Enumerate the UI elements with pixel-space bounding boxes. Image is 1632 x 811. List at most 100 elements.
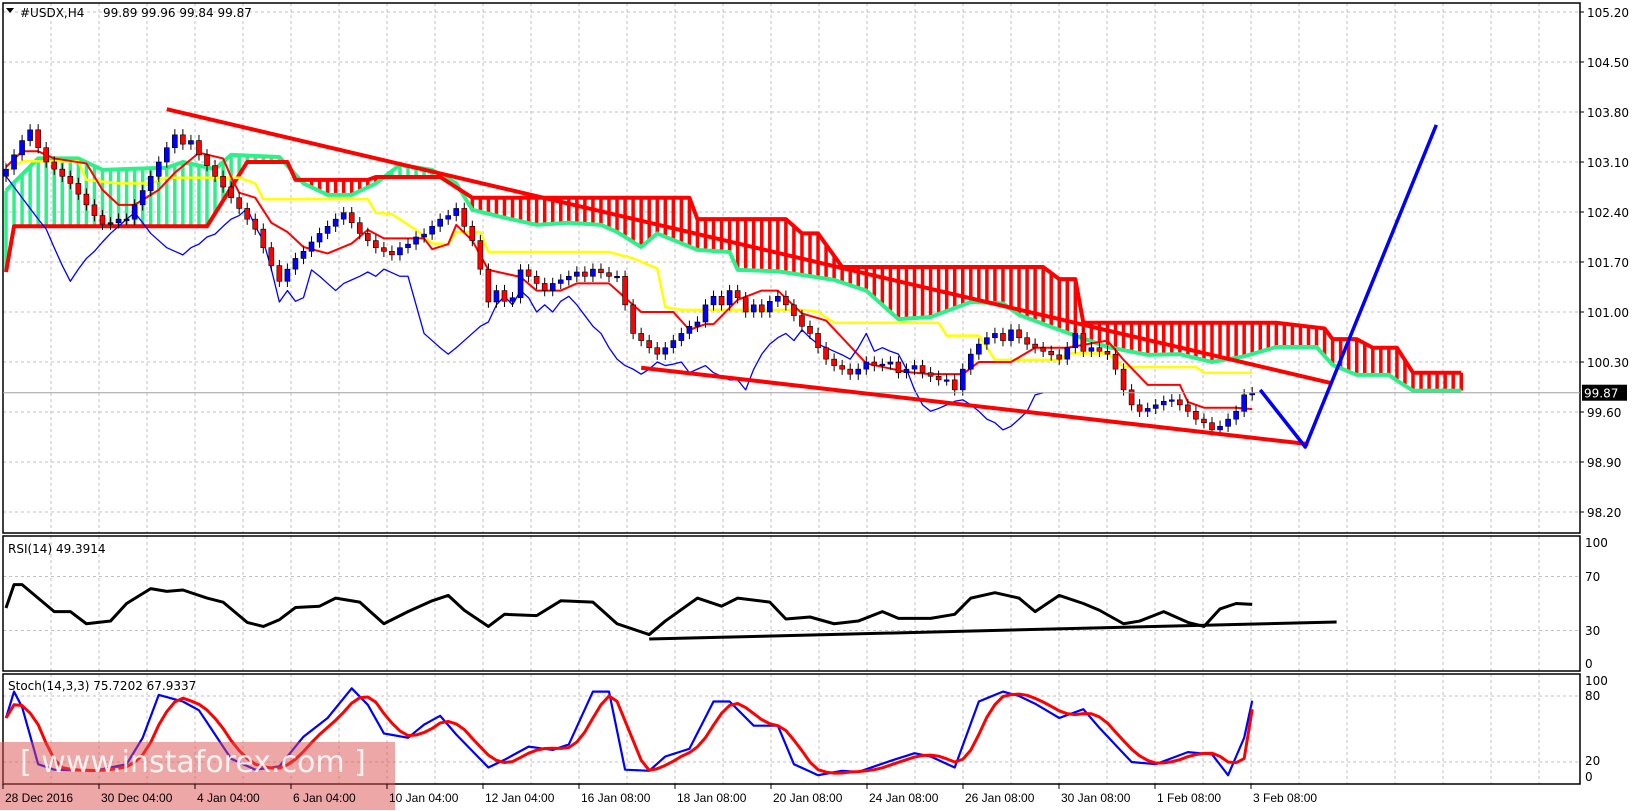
stoch-tick-label: 0 [1585,770,1593,784]
candle-body [686,325,693,334]
candle-body [783,295,789,306]
candle-body [324,225,331,234]
time-tick-label: 3 Feb 08:00 [1253,791,1317,805]
candle-body [1112,353,1119,370]
candle-body [1169,399,1175,402]
time-tick-label: 18 Jan 08:00 [677,791,747,805]
candle-body [1209,422,1215,431]
candle-body [1201,418,1207,424]
time-tick-label: 12 Jan 04:00 [485,791,555,805]
candle-body [1241,394,1247,412]
tenkan-sen-line [5,150,1253,411]
stoch-label: Stoch(14,3,3) 75.7202 67.9337 [8,679,196,693]
candle-body [1120,368,1127,391]
candle-body [1024,337,1030,345]
candle-body [831,358,837,366]
indicator-lines [4,150,1337,777]
candle-body [1080,333,1087,352]
candle-body [935,375,942,381]
candle-body [895,361,902,374]
candle-body [533,275,540,284]
candle-body [799,315,805,327]
candle-body [992,333,998,339]
candle-body [43,147,50,163]
axes: 105.20 104.50 103.80 103.10 102.40 101.70 101.… [2,6,1629,805]
rsi-label: RSI(14) 49.3914 [8,542,106,556]
stoch-d-line [4,692,1254,775]
price-tick-label: 103.80 [1587,106,1629,120]
rsi-tick-label: 70 [1585,570,1600,584]
trendline [640,365,1309,447]
candle-body [984,337,990,345]
candle-body [107,222,114,225]
senkou-span-b-line [4,160,1462,375]
price-tick-label: 103.10 [1587,156,1629,170]
candle-body [815,333,821,349]
candle-body [461,208,468,227]
senkou-span-a-line [4,152,1462,393]
candle-body [855,368,862,375]
candle-body [839,365,845,370]
candle-body [389,250,395,256]
stoch-k-line [4,687,1254,777]
projection-line [1258,124,1438,449]
rsi-tick-label: 100 [1585,536,1608,550]
candle-body [445,215,452,220]
time-tick-label: 4 Jan 04:00 [197,791,260,805]
candle-body [517,269,524,299]
candle-body [1160,400,1167,406]
candle-body [951,379,958,391]
candle-body [405,243,411,249]
candle-body [27,129,33,141]
candle-body [726,290,733,306]
candle-body [541,283,548,291]
time-tick-label: 26 Jan 08:00 [965,791,1035,805]
ohlc-label: 99.89 99.96 99.84 99.87 [103,6,252,20]
candle-body [847,368,854,375]
candle-body [348,212,355,224]
candle-body [437,218,443,227]
candle-body [300,250,307,259]
rsi-line [4,583,1253,637]
watermark: [ www.instaforex.com ] [0,742,395,810]
candle-body [911,365,918,370]
collapse-triangle-icon[interactable] [6,8,14,13]
price-tick-label: 102.40 [1587,206,1629,220]
candle-body [574,271,580,277]
candle-body [1152,404,1159,409]
candle-body [630,304,636,334]
candle-body [1016,329,1022,339]
candle-body [710,295,717,306]
candle-body [1136,404,1143,412]
candle-body [549,283,556,291]
candle-body [364,233,371,241]
candle-body [606,272,612,277]
panel-frame [2,673,1581,785]
candle-body [927,372,934,377]
candle-body [373,240,379,249]
candle-body [99,215,106,225]
candle-body [598,268,604,274]
candle-body [662,347,669,355]
candle-body [260,228,267,249]
grid [3,3,1580,784]
current-price-label: 99.87 [1584,387,1618,401]
candle-body [180,134,186,145]
candle-body [694,321,701,327]
candle-body [638,333,644,341]
candle-body [356,222,363,234]
candle-body [75,183,82,195]
candle-body [220,175,226,188]
current-price-box [1582,384,1627,401]
candle-body [91,204,98,216]
candle-body [734,290,741,299]
candle-body [1185,404,1191,412]
candle-body [421,233,427,238]
candle-body [590,268,596,277]
candle-body [1104,350,1111,355]
candle-body [766,300,773,313]
candle-body [1128,389,1135,406]
candle-body [485,268,492,303]
header: #USDX,H4 99.89 99.96 99.84 99.87 [6,6,252,20]
time-tick-label: 6 Jan 04:00 [293,791,356,805]
